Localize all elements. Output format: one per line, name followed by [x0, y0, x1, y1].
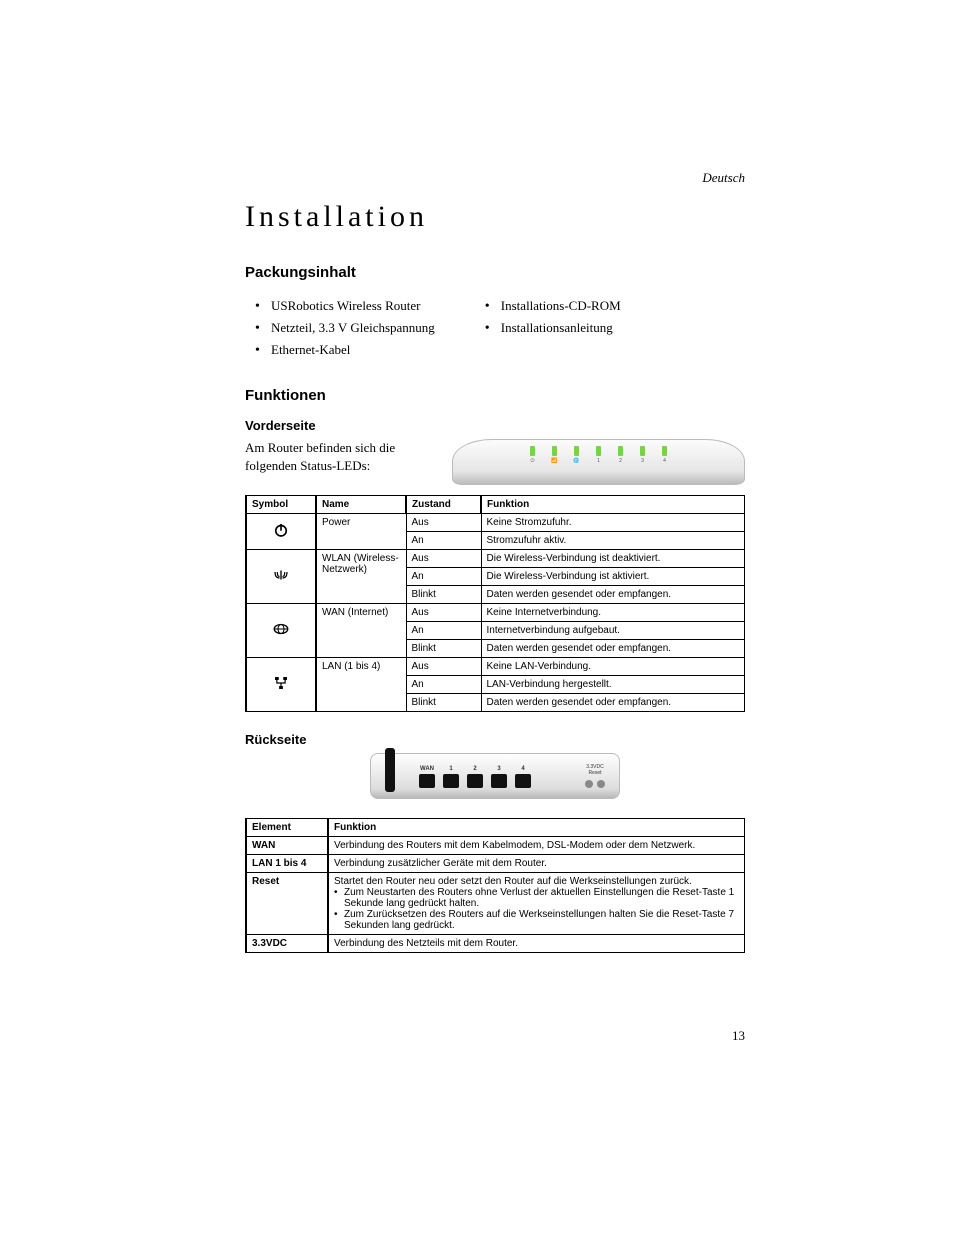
table-header: Zustand — [406, 496, 481, 514]
led-icon: 3 — [638, 446, 648, 464]
features-heading: Funktionen — [245, 387, 745, 404]
front-row: Am Router befinden sich die folgenden St… — [245, 439, 745, 485]
state-cell: Aus — [406, 550, 481, 568]
table-row: PowerAusKeine Stromzufuhr. — [246, 514, 745, 532]
port-icon: WAN — [419, 766, 435, 788]
table-row: LAN 1 bis 4Verbindung zusätzlicher Gerät… — [246, 855, 745, 873]
state-cell: Blinkt — [406, 586, 481, 604]
contents-heading: Packungsinhalt — [245, 264, 745, 281]
element-cell: 3.3VDC — [246, 935, 328, 953]
port-icon: 1 — [443, 766, 459, 788]
front-heading: Vorderseite — [245, 418, 745, 433]
function-cell: Internetverbindung aufgebaut. — [481, 622, 745, 640]
state-cell: An — [406, 622, 481, 640]
function-cell: Verbindung des Routers mit dem Kabelmode… — [328, 837, 745, 855]
table-row: WLAN (Wireless-Netzwerk)AusDie Wireless-… — [246, 550, 745, 568]
power-jack-icon — [597, 780, 605, 788]
led-icon: 2 — [616, 446, 626, 464]
list-item: USRobotics Wireless Router — [245, 295, 435, 317]
front-text: Am Router befinden sich die folgenden St… — [245, 439, 440, 474]
function-cell: Daten werden gesendet oder empfangen. — [481, 694, 745, 712]
state-cell: Blinkt — [406, 694, 481, 712]
contents-left-list: USRobotics Wireless RouterNetzteil, 3.3 … — [245, 295, 435, 361]
port-icon: 4 — [515, 766, 531, 788]
state-cell: An — [406, 532, 481, 550]
language-label: Deutsch — [702, 170, 745, 186]
led-icon: 📶 — [550, 446, 560, 464]
name-cell: Power — [316, 514, 406, 550]
port-icon: 2 — [467, 766, 483, 788]
function-cell: Daten werden gesendet oder empfangen. — [481, 586, 745, 604]
function-cell: Stromzufuhr aktiv. — [481, 532, 745, 550]
reset-button-icon — [585, 780, 593, 788]
table-header: Symbol — [246, 496, 316, 514]
name-cell: LAN (1 bis 4) — [316, 658, 406, 712]
page-content: Deutsch Installation Packungsinhalt USRo… — [245, 170, 745, 953]
page-title: Installation — [245, 200, 745, 234]
function-cell: Keine Stromzufuhr. — [481, 514, 745, 532]
table-row: ResetStartet den Router neu oder setzt d… — [246, 873, 745, 935]
state-cell: Aus — [406, 514, 481, 532]
symbol-cell — [246, 550, 316, 604]
table-header: Funktion — [481, 496, 745, 514]
name-cell: WAN (Internet) — [316, 604, 406, 658]
function-cell: Die Wireless-Verbindung ist deaktiviert. — [481, 550, 745, 568]
state-cell: Aus — [406, 604, 481, 622]
list-item: Installations-CD-ROM — [475, 295, 621, 317]
function-cell: Startet den Router neu oder setzt den Ro… — [328, 873, 745, 935]
state-cell: Blinkt — [406, 640, 481, 658]
table-row: 3.3VDCVerbindung des Netzteils mit dem R… — [246, 935, 745, 953]
list-item: Ethernet-Kabel — [245, 339, 435, 361]
page-number: 13 — [732, 1028, 745, 1044]
element-cell: LAN 1 bis 4 — [246, 855, 328, 873]
table-row: WAN (Internet)AusKeine Internetverbindun… — [246, 604, 745, 622]
function-cell: Verbindung zusätzlicher Geräte mit dem R… — [328, 855, 745, 873]
function-cell: Keine Internetverbindung. — [481, 604, 745, 622]
port-icon: 3 — [491, 766, 507, 788]
element-cell: Reset — [246, 873, 328, 935]
table-row: WANVerbindung des Routers mit dem Kabelm… — [246, 837, 745, 855]
led-icon: ⏻ — [528, 446, 538, 464]
table-header: Name — [316, 496, 406, 514]
contents-right-list: Installations-CD-ROMInstallationsanleitu… — [475, 295, 621, 361]
function-cell: Daten werden gesendet oder empfangen. — [481, 640, 745, 658]
function-cell: LAN-Verbindung hergestellt. — [481, 676, 745, 694]
package-contents: USRobotics Wireless RouterNetzteil, 3.3 … — [245, 295, 745, 361]
table-header: Funktion — [328, 819, 745, 837]
back-heading: Rückseite — [245, 732, 745, 747]
antenna-icon — [385, 748, 395, 792]
symbol-cell — [246, 514, 316, 550]
function-cell: Die Wireless-Verbindung ist aktiviert. — [481, 568, 745, 586]
back-table: ElementFunktion WANVerbindung des Router… — [245, 818, 745, 953]
router-front-illustration: ⏻ 📶 🌐 1234 — [452, 439, 745, 485]
state-cell: An — [406, 676, 481, 694]
function-cell: Keine LAN-Verbindung. — [481, 658, 745, 676]
state-cell: Aus — [406, 658, 481, 676]
table-row: LAN (1 bis 4)AusKeine LAN-Verbindung. — [246, 658, 745, 676]
led-icon: 🌐 — [572, 446, 582, 464]
led-icon: 1 — [594, 446, 604, 464]
state-cell: An — [406, 568, 481, 586]
reset-label: Reset — [588, 770, 601, 776]
symbol-cell — [246, 604, 316, 658]
element-cell: WAN — [246, 837, 328, 855]
symbol-cell — [246, 658, 316, 712]
list-item: Netzteil, 3.3 V Gleichspannung — [245, 317, 435, 339]
list-item: Installationsanleitung — [475, 317, 621, 339]
table-header: Element — [246, 819, 328, 837]
function-cell: Verbindung des Netzteils mit dem Router. — [328, 935, 745, 953]
name-cell: WLAN (Wireless-Netzwerk) — [316, 550, 406, 604]
router-back-illustration: WAN1234 3.3VDC Reset — [370, 753, 620, 799]
led-table: SymbolNameZustandFunktion PowerAusKeine … — [245, 495, 745, 712]
led-icon: 4 — [660, 446, 670, 464]
